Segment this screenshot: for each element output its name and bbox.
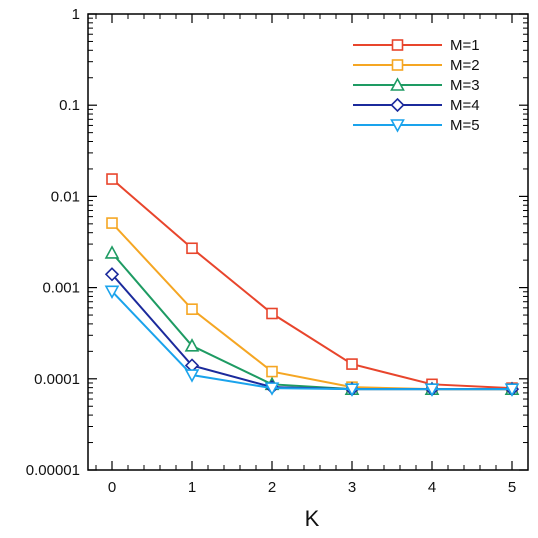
series-m-3 [104,245,520,395]
series-line [111,273,512,391]
y-tick-label: 0.1 [59,97,80,114]
legend: M=1 M=2 M=3 M=4 M=5 [353,37,480,134]
plot-area [87,13,529,471]
data-point [106,173,118,185]
legend-marker [390,77,405,91]
legend-entry: M=4 [353,97,480,114]
data-point [186,303,198,315]
legend-marker [390,119,405,133]
data-point [104,267,120,282]
y-tick-label: 1 [72,6,80,23]
data-point [266,307,278,320]
y-tick-label: 0.01 [51,188,80,205]
legend-entry: M=5 [353,117,480,134]
x-tick-label: 2 [268,479,276,496]
legend-label: M=1 [450,37,480,54]
series-line [111,178,513,390]
series-line [111,290,512,391]
legend-entry: M=3 [353,77,480,94]
data-point [104,245,120,259]
series-layer [104,173,520,397]
legend-label: M=3 [450,77,480,94]
x-tick-label: 5 [508,479,516,496]
series-line [111,222,512,391]
axis-ticks: 0.00001 0.0001 0.001 0.01 0.1 1 0 1 2 3 4 5 [26,6,529,496]
data-point [184,369,200,383]
y-tick-label: 0.001 [42,280,80,297]
legend-label: M=2 [450,57,480,74]
data-point [344,383,360,397]
legend-marker [390,97,405,113]
data-point [266,365,278,378]
data-point [184,338,200,352]
plot-border [87,13,529,471]
x-tick-label: 0 [108,479,116,496]
series-line [111,252,512,391]
legend-marker [391,39,404,51]
legend-label: M=5 [450,117,480,134]
series-m-2 [106,217,518,395]
data-point [504,383,520,397]
data-point [106,217,118,229]
series-m-4 [104,267,520,397]
series-m-5 [104,285,520,397]
legend-entry: M=1 [353,37,480,54]
data-point [264,382,280,396]
x-tick-label: 4 [428,479,436,496]
legend-marker [391,59,404,71]
data-point [186,242,198,255]
y-tick-label: 0.00001 [26,462,80,479]
data-point [346,358,358,370]
y-tick-label: 0.0001 [34,371,80,388]
data-point [424,383,440,397]
x-tick-label: 3 [348,479,356,496]
data-point [104,285,120,300]
x-tick-label: 1 [188,479,196,496]
legend-entry: M=2 [353,57,480,74]
x-axis-title: K [305,506,320,531]
legend-label: M=4 [450,97,480,114]
